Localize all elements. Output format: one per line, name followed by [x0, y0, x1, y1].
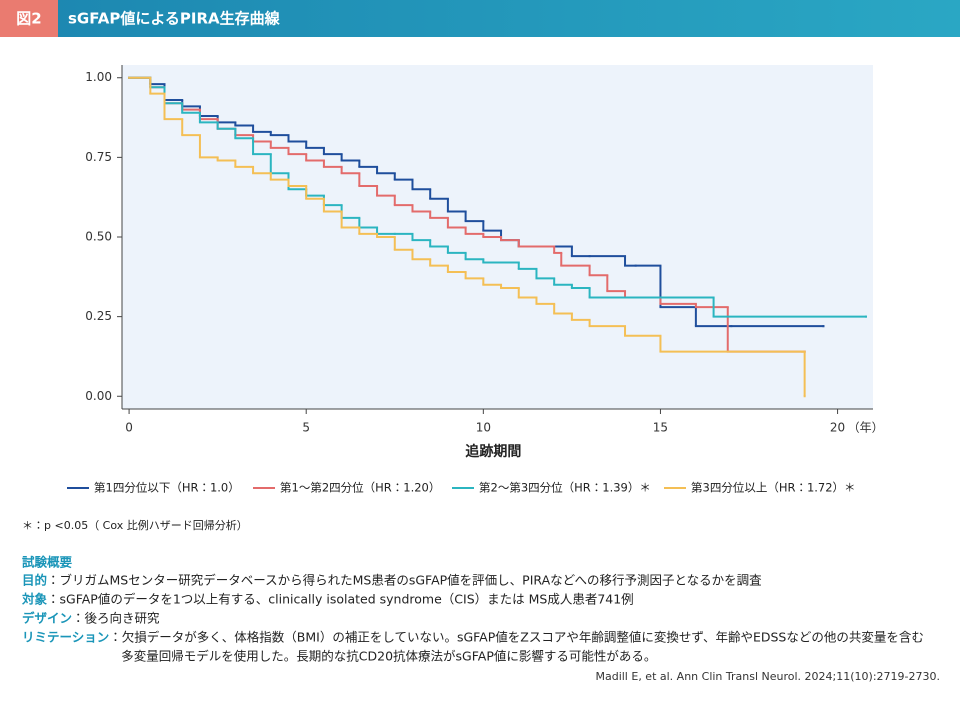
y-tick-label: 1.00	[85, 70, 112, 84]
y-tick-label: 0.50	[85, 230, 112, 244]
summary-text: 多変量回帰モデルを使用した。長期的な抗CD20抗体療法がsGFAP値に影響する可…	[121, 649, 656, 664]
summary-label: 目的	[22, 573, 47, 588]
summary-label: デザイン	[22, 611, 72, 626]
summary-text: ：後ろ向き研究	[72, 611, 160, 626]
citation: Madill E, et al. Ann Clin Transl Neurol.…	[595, 670, 940, 683]
y-tick-label: 0.25	[85, 309, 112, 323]
footnote: ＊：p <0.05（ Cox 比例ハザード回帰分析）	[22, 518, 248, 532]
x-axis-title: 追跡期間	[465, 443, 521, 460]
x-tick-label: 0	[125, 421, 133, 435]
summary-label: 対象	[21, 592, 48, 607]
x-tick-label: 15	[653, 421, 668, 435]
y-tick-label: 0.75	[85, 150, 112, 164]
header-bar	[0, 0, 960, 37]
legend-label: 第2～第3四分位（HR：1.39）＊	[479, 481, 651, 495]
legend-label: 第1～第2四分位（HR：1.20）	[280, 481, 440, 495]
badge: 図2	[16, 10, 41, 28]
legend-label: 第1四分位以下（HR：1.0）	[94, 481, 240, 495]
summary-text: ：欠損データが多く、体格指数（BMI）の補正をしていない。sGFAP値をZスコア…	[109, 630, 924, 645]
summary-label: リミテーション	[22, 630, 109, 645]
y-tick-label: 0.00	[85, 389, 112, 403]
summary-text: ：sGFAP値のデータを1つ以上有する、clinically isolated …	[47, 592, 634, 607]
x-unit: （年）	[848, 421, 884, 435]
header-title: sGFAP値によるPIRA生存曲線	[68, 10, 281, 28]
summary-text: ：ブリガムMSセンター研究データベースから得られたMS患者のsGFAP値を評価し…	[47, 573, 762, 588]
x-tick-label: 10	[476, 421, 491, 435]
x-tick-label: 20	[830, 421, 845, 435]
summary-heading: 試験概要	[22, 555, 73, 570]
legend-label: 第3四分位以上（HR：1.72）＊	[691, 481, 856, 495]
badge-box	[0, 0, 58, 37]
x-tick-label: 5	[302, 421, 310, 435]
survival-curve	[128, 76, 806, 398]
